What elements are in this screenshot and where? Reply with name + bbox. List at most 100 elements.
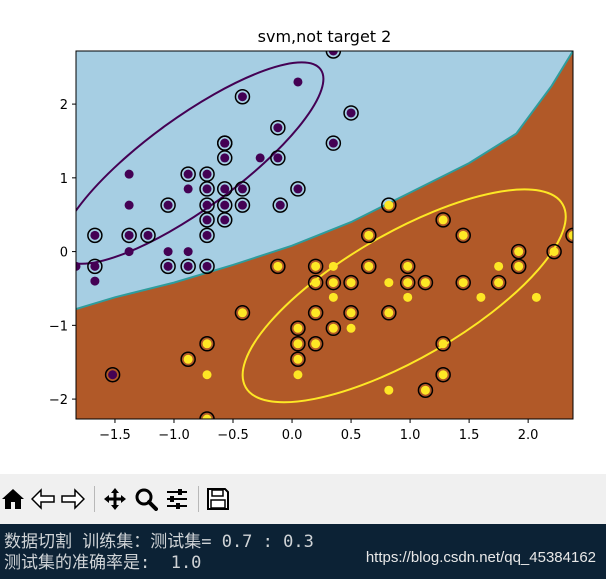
support-vector-point-class-1	[311, 261, 321, 271]
support-vector-point-class-0	[346, 108, 356, 118]
support-vector-ring	[290, 181, 306, 197]
support-vector-point-class-0	[202, 184, 212, 194]
support-vector-point-class-1	[420, 278, 430, 288]
svm-chart: svm,not target 2 −1.5 −1.0 −0.5 0.0 0.5 1.0 1.…	[49, 27, 574, 443]
support-vector-ring	[234, 88, 251, 105]
data-point-class-0	[183, 247, 193, 257]
support-vector-ring	[417, 382, 434, 398]
support-vector-ring	[399, 258, 416, 275]
support-vector-point-class-0	[237, 200, 247, 210]
support-vector-point-class-0	[183, 261, 193, 271]
support-vector-point-class-1	[346, 278, 356, 288]
support-vector-ring	[270, 119, 286, 136]
toolbar-separator	[94, 486, 95, 512]
support-vector-point-class-0	[273, 153, 283, 163]
data-point-class-1	[476, 292, 486, 302]
support-vector-point-class-1	[420, 385, 430, 395]
support-vector-ring	[399, 274, 416, 291]
y-tick-label: −1	[49, 319, 68, 334]
support-vector-point-class-0	[220, 215, 230, 225]
support-vector-point-class-1	[403, 261, 413, 271]
support-vector-ring	[361, 227, 377, 244]
x-tick-label: −0.5	[217, 428, 249, 443]
x-tick-label: 0.0	[282, 428, 303, 443]
console-line-split: 数据切割 训练集：测试集= 0.7 : 0.3	[4, 532, 314, 552]
data-point-class-1	[293, 370, 303, 380]
data-point-class-0	[183, 184, 193, 194]
support-vector-ring	[87, 258, 103, 275]
support-vector-ring	[455, 227, 471, 244]
support-vector-ring	[290, 336, 306, 352]
support-vector-point-class-1	[328, 278, 338, 288]
data-point-class-0	[124, 247, 134, 257]
class1-region	[76, 51, 573, 419]
forward-icon	[61, 488, 85, 510]
axes-frame	[75, 50, 574, 420]
support-vector-point-class-1	[346, 308, 356, 318]
support-vector-ring	[546, 243, 562, 260]
support-vector-ring	[343, 305, 359, 321]
support-vector-ring	[565, 227, 573, 244]
support-vector-ring	[270, 150, 286, 166]
support-vector-point-class-0	[163, 261, 173, 271]
support-vector-point-class-0	[124, 230, 134, 240]
covariance-ellipse-class-0	[76, 61, 325, 265]
support-vector-ring	[199, 411, 215, 419]
support-vector-point-class-0	[237, 92, 247, 102]
support-vector-point-class-0	[183, 169, 193, 179]
save-button[interactable]	[205, 484, 231, 514]
support-vector-ring	[325, 274, 342, 291]
back-button[interactable]	[30, 484, 56, 514]
support-vector-ring	[307, 258, 324, 275]
support-vector-ring	[234, 181, 251, 197]
support-vector-ring	[490, 274, 507, 291]
support-vector-ring	[216, 181, 233, 197]
back-icon	[31, 488, 55, 510]
support-vector-ring	[307, 336, 324, 352]
x-tick-label: 0.5	[341, 428, 362, 443]
support-vector-ring	[307, 305, 324, 321]
home-button[interactable]	[0, 484, 26, 514]
y-tick-label: 2	[60, 98, 68, 113]
data-point-class-1	[384, 278, 394, 288]
support-vector-point-class-0	[202, 261, 212, 271]
zoom-button[interactable]	[133, 484, 159, 514]
support-vector-ring	[417, 274, 434, 291]
data-point-class-0	[293, 77, 303, 87]
support-vector-ring	[199, 212, 215, 228]
decision-boundary	[76, 51, 573, 311]
forward-button[interactable]	[60, 484, 86, 514]
support-vector-ring	[199, 181, 215, 197]
support-vector-point-class-1	[364, 261, 374, 271]
home-icon	[2, 489, 24, 509]
support-vector-point-class-1	[494, 278, 504, 288]
support-vector-ring	[435, 336, 451, 352]
support-vector-point-class-0	[328, 51, 338, 56]
configure-icon	[167, 489, 187, 509]
data-point-class-1	[531, 292, 541, 302]
figure-canvas: svm,not target 2 −1.5 −1.0 −0.5 0.0 0.5 1.0 1.…	[48, 27, 574, 443]
data-point-class-0	[90, 276, 100, 286]
support-vector-ring	[435, 367, 451, 383]
data-point-class-0	[124, 169, 134, 179]
pan-button[interactable]	[102, 484, 128, 514]
support-vector-ring	[455, 274, 471, 291]
support-vector-point-class-1	[384, 308, 394, 318]
support-vector-ring	[104, 367, 121, 383]
configure-subplots-button[interactable]	[164, 484, 190, 514]
support-vector-point-class-0	[220, 200, 230, 210]
data-point-class-1	[328, 292, 338, 302]
support-vector-ring	[216, 135, 233, 151]
y-tick-label: −2	[49, 393, 68, 408]
support-vector-point-class-0	[220, 184, 230, 194]
support-vector-ring	[180, 166, 196, 182]
support-vector-ring	[307, 274, 324, 291]
support-vector-point-class-1	[438, 339, 448, 349]
support-vector-ring	[343, 274, 359, 291]
x-tick-label: 2.0	[518, 428, 539, 443]
watermark-url: https://blog.csdn.net/qq_45384162	[365, 549, 596, 566]
support-vector-point-class-1	[293, 323, 303, 333]
support-vector-ring	[270, 258, 286, 275]
support-vector-ring	[361, 258, 377, 275]
support-vector-ring	[234, 197, 251, 213]
